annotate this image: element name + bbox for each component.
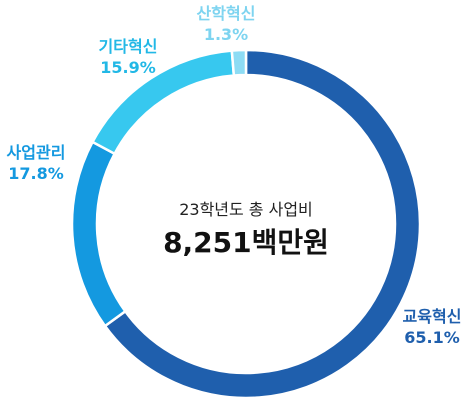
slice-labels: 교육혁신 65.1% 사업관리 17.8% 기타혁신 15.9% 산학혁신 1.3% [7, 4, 462, 347]
slice-label-4: 산학혁신 [197, 4, 256, 23]
slice-label-1: 교육혁신 [403, 307, 462, 326]
center-caption: 23학년도 총 사업비 [179, 200, 313, 219]
slice-value-label-4: 1.3% [204, 25, 248, 44]
center-total: 8,251백만원 [163, 226, 329, 259]
donut-slice-2 [70, 140, 128, 328]
slice-label-2: 사업관리 [7, 143, 66, 162]
slice-value-label-1: 65.1% [404, 328, 460, 347]
slice-value-label-3: 15.9% [100, 58, 156, 77]
donut-slices [70, 48, 422, 400]
slice-label-3: 기타혁신 [99, 37, 158, 56]
donut-slice-1 [103, 48, 422, 400]
donut-slice-4 [230, 48, 248, 77]
slice-value-label-2: 17.8% [8, 164, 64, 183]
